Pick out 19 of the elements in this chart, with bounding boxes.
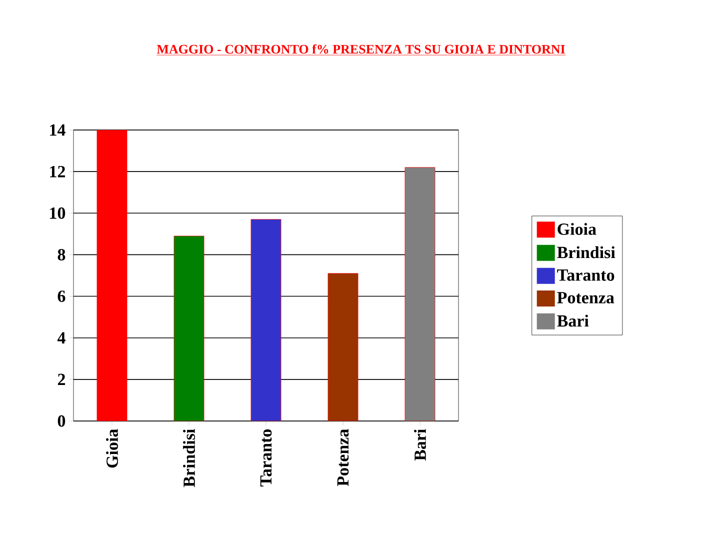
chart-title: MAGGIO - CONFRONTO f% PRESENZA TS SU GIOIA E DINTORNI: [156, 44, 565, 54]
legend-label: Gioia: [558, 222, 596, 235]
x-tick-label: Potenza: [337, 429, 349, 486]
x-tick-label: Gioia: [106, 429, 118, 468]
x-tick-label: Brindisi: [183, 429, 195, 488]
y-tick-label: 14: [50, 124, 66, 136]
x-tick-label: Taranto: [260, 429, 272, 486]
x-tick-label: Bari: [414, 429, 426, 461]
legend-label: Bari: [557, 314, 589, 327]
legend-label: Potenza: [557, 292, 614, 304]
y-tick-label: 2: [58, 374, 65, 386]
y-tick-label: 10: [50, 207, 66, 219]
legend-label: Brindisi: [557, 246, 616, 258]
y-tick-label: 0: [58, 415, 66, 427]
y-tick-label: 6: [58, 290, 66, 302]
y-tick-label: 4: [57, 332, 66, 344]
y-tick-label: 12: [50, 166, 65, 178]
legend-label: Taranto: [557, 270, 614, 281]
y-tick-label: 8: [58, 248, 66, 260]
